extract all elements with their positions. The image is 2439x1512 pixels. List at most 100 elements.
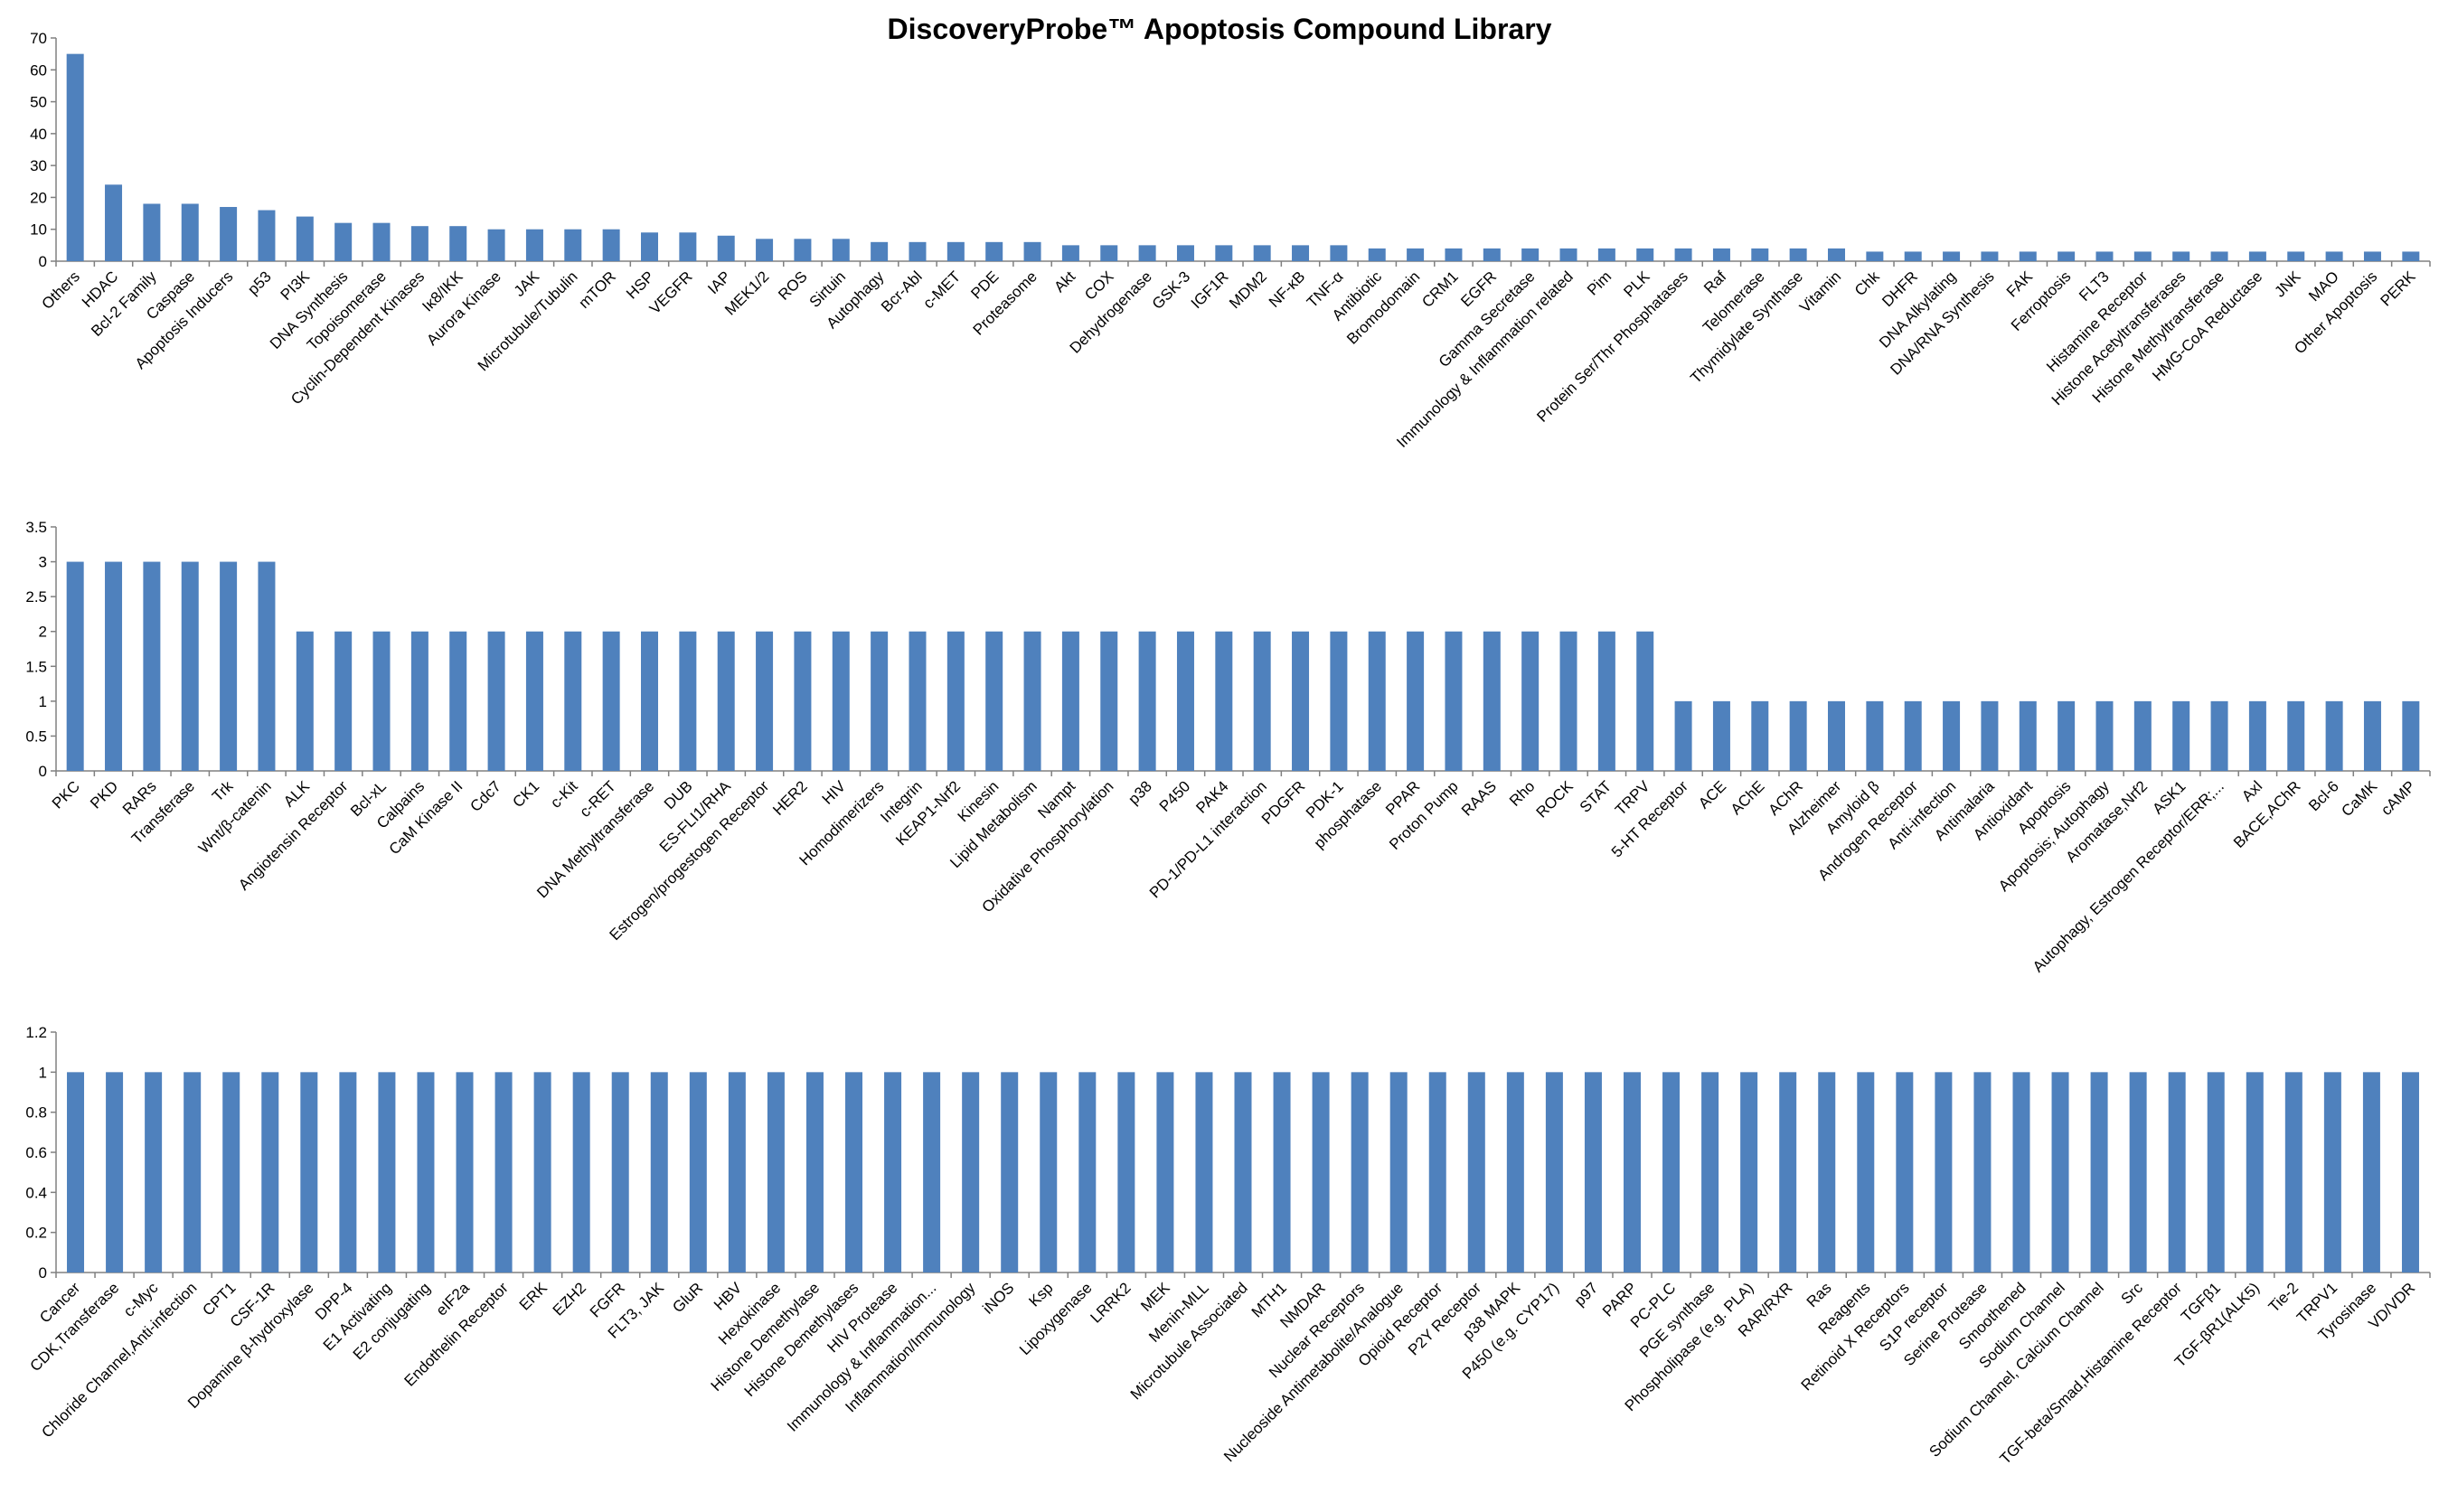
bar bbox=[1545, 1072, 1563, 1273]
bar bbox=[2287, 700, 2305, 771]
y-tick-label: 10 bbox=[30, 221, 47, 239]
bar bbox=[1292, 631, 1310, 771]
bar bbox=[1215, 631, 1233, 771]
category-label: VEGFR bbox=[646, 268, 696, 317]
bar bbox=[1662, 1072, 1681, 1273]
bar bbox=[1584, 1072, 1602, 1273]
bar bbox=[1506, 1072, 1524, 1273]
bar bbox=[1981, 251, 1999, 261]
bar bbox=[909, 631, 927, 771]
bar bbox=[143, 203, 161, 261]
category-label: CRM1 bbox=[1418, 268, 1461, 310]
bar bbox=[650, 1072, 668, 1273]
bar bbox=[2207, 1072, 2225, 1273]
category-label: Others bbox=[38, 268, 83, 313]
bar bbox=[2402, 700, 2420, 771]
y-tick-label: 0 bbox=[39, 253, 47, 270]
bar bbox=[2325, 700, 2343, 771]
bar bbox=[1789, 248, 1807, 261]
y-tick-label: 0.8 bbox=[25, 1104, 47, 1122]
y-tick-label: 1.2 bbox=[25, 1024, 47, 1041]
category-label: GluR bbox=[669, 1279, 706, 1316]
bar bbox=[679, 232, 697, 261]
bar bbox=[884, 1072, 902, 1273]
chart-title: DiscoveryProbe™ Apoptosis Compound Libra… bbox=[887, 13, 1552, 45]
category-label: JAK bbox=[511, 268, 543, 300]
category-label: PLK bbox=[1620, 268, 1653, 301]
bar bbox=[1623, 1072, 1641, 1273]
bar bbox=[2168, 1072, 2186, 1273]
bar bbox=[985, 241, 1003, 261]
bar bbox=[767, 1072, 785, 1273]
category-label: mTOR bbox=[575, 268, 619, 312]
bar bbox=[410, 226, 428, 261]
category-label: ALK bbox=[280, 777, 314, 811]
category-label: RAAS bbox=[1458, 777, 1500, 819]
bar bbox=[1866, 251, 1884, 261]
category-label: PDGFR bbox=[1258, 777, 1309, 828]
category-label: DUB bbox=[661, 777, 696, 812]
category-label: NF-κB bbox=[1266, 268, 1308, 310]
bar bbox=[143, 561, 161, 771]
bar bbox=[756, 239, 774, 261]
bar bbox=[487, 631, 505, 771]
bar bbox=[2287, 251, 2305, 261]
bar bbox=[258, 561, 276, 771]
y-tick-label: 3.5 bbox=[25, 519, 47, 536]
bar bbox=[794, 239, 812, 261]
bar bbox=[1040, 1072, 1058, 1273]
category-label: IAP bbox=[704, 268, 734, 297]
bar bbox=[909, 241, 927, 261]
bar bbox=[1712, 700, 1730, 771]
bar bbox=[2019, 700, 2037, 771]
bar bbox=[1330, 631, 1348, 771]
bar bbox=[1751, 700, 1769, 771]
bar bbox=[2172, 251, 2190, 261]
y-tick-label: 2 bbox=[39, 624, 47, 641]
bar bbox=[1368, 248, 1386, 261]
bar bbox=[533, 1072, 551, 1273]
bar bbox=[1828, 700, 1845, 771]
bar bbox=[946, 241, 965, 261]
bar bbox=[1253, 245, 1271, 261]
bar bbox=[2095, 700, 2114, 771]
bar bbox=[611, 1072, 629, 1273]
bar bbox=[222, 1072, 240, 1273]
bar bbox=[2133, 251, 2152, 261]
bar bbox=[2095, 251, 2114, 261]
bar bbox=[1138, 631, 1156, 771]
category-label: PKD bbox=[87, 777, 121, 812]
category-label: Ras bbox=[1803, 1279, 1835, 1310]
bar bbox=[1712, 248, 1730, 261]
y-tick-label: 0 bbox=[39, 763, 47, 780]
y-tick-label: 0 bbox=[39, 1264, 47, 1282]
category-label: HBV bbox=[711, 1279, 746, 1314]
bar bbox=[334, 222, 353, 261]
bar bbox=[1701, 1072, 1719, 1273]
bar bbox=[2363, 251, 2381, 261]
bar bbox=[1943, 251, 1961, 261]
bar bbox=[602, 631, 620, 771]
bar bbox=[1023, 631, 1041, 771]
bar bbox=[2325, 251, 2343, 261]
category-label: iNOS bbox=[979, 1279, 1017, 1317]
bar bbox=[2363, 700, 2381, 771]
bar bbox=[456, 1072, 474, 1273]
category-label: CK1 bbox=[509, 777, 542, 811]
bar bbox=[602, 229, 620, 261]
y-tick-label: 20 bbox=[30, 189, 47, 206]
bar bbox=[1521, 248, 1540, 261]
y-tick-label: 2.5 bbox=[25, 588, 47, 606]
bar bbox=[679, 631, 697, 771]
bar bbox=[1483, 631, 1501, 771]
bar bbox=[2012, 1072, 2030, 1273]
bar bbox=[1866, 700, 1884, 771]
category-label: Pim bbox=[1584, 268, 1615, 298]
bar bbox=[1636, 248, 1654, 261]
bar bbox=[1061, 245, 1079, 261]
category-label: Bcl-6 bbox=[2305, 777, 2342, 814]
bar bbox=[1674, 700, 1692, 771]
bar bbox=[339, 1072, 357, 1273]
bar bbox=[1100, 245, 1118, 261]
